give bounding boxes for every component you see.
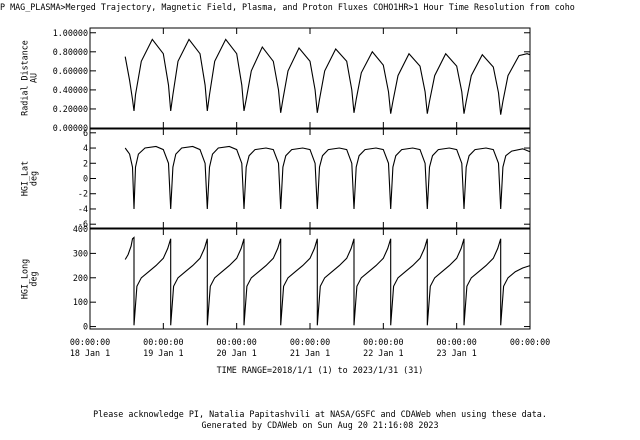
xtick-label-date: 20 Jan 1	[216, 348, 256, 358]
panel-3-ytick-label: 200	[73, 273, 88, 283]
panel-3-ytick-label: 400	[73, 224, 88, 234]
panel-1-ytick-label: 0.00000	[53, 123, 88, 133]
panel-1-ytick-label: 0.20000	[53, 104, 88, 114]
panel-3-series-line	[124, 236, 531, 326]
xtick-label-time: 00:00:00	[143, 337, 183, 347]
panel-2-frame	[89, 128, 531, 229]
xtick-label-date: 18 Jan 1	[70, 348, 110, 358]
panel-2-ytick-label: -4	[78, 204, 88, 214]
panel-3-ylabel: deg	[29, 271, 39, 286]
panel-2-ylabel: HGI_Lat	[20, 161, 30, 196]
panel-3-ytick-label: 0	[83, 322, 88, 332]
xtick-label-time: 00:00:00	[363, 337, 403, 347]
xtick-label-date: 19 Jan 1	[143, 348, 183, 358]
xtick-label-date: 21 Jan 1	[290, 348, 330, 358]
time-range-label: TIME RANGE=2018/1/1 (1) to 2023/1/31 (31…	[217, 365, 424, 375]
panel-2-ytick-label: -6	[78, 219, 88, 229]
panel-3-ytick-label: 300	[73, 248, 88, 258]
panels-group: 0.00000 0.20000 0.40000 0.60000 0.80000 1.000…	[20, 27, 550, 358]
generated-by-text: Generated by CDAWeb on Sun Aug 20 21:16:…	[202, 420, 439, 430]
panel-1-ylabel: Radial Distance	[20, 40, 30, 116]
xtick-label-time: 00:00:00	[216, 337, 256, 347]
acknowledgement-text: Please acknowledge PI, Natalia Papitashv…	[93, 409, 547, 419]
xtick-label-date: 23 Jan 1	[436, 348, 476, 358]
panel-3-ylabel: HGI_Long	[20, 259, 30, 299]
panel-2-ytick-label: 6	[83, 128, 88, 138]
plot-header-title: P MAG_PLASMA>Merged Trajectory, Magnetic…	[0, 2, 575, 12]
panel-1-ytick-label: 1.00000	[53, 28, 88, 38]
panel-1-series-line	[124, 38, 531, 115]
panel-2-ylabel: deg	[29, 171, 39, 186]
panel-1-ylabel: AU	[29, 73, 39, 83]
panel-3-ytick-label: 100	[73, 297, 88, 307]
xtick-label-time: 00:00:00	[436, 337, 476, 347]
panel-1-ytick-label: 0.80000	[53, 47, 88, 57]
xtick-label-time: 00:00:00	[510, 337, 550, 347]
panel-2-ytick-label: -2	[78, 189, 88, 199]
panel-2-ytick-label: 4	[83, 143, 88, 153]
xtick-label-time: 00:00:00	[70, 337, 110, 347]
panel-1-ytick-label: 0.60000	[53, 66, 88, 76]
panel-2-ytick-label: 0	[83, 174, 88, 184]
xtick-label-time: 00:00:00	[290, 337, 330, 347]
panel-2-series-line	[124, 145, 531, 210]
panel-2-ytick-label: 2	[83, 158, 88, 168]
xtick-label-date: 22 Jan 1	[363, 348, 403, 358]
panel-1-ytick-label: 0.40000	[53, 85, 88, 95]
